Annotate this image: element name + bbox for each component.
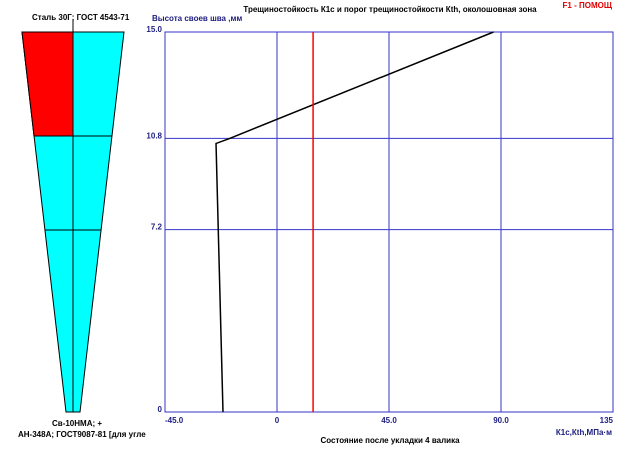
x-tick-label: -45.0 [165, 416, 184, 425]
flux-label: АН-348А; ГОСТ9087-81 [для угле [18, 430, 146, 439]
x-tick-label: 135 [600, 416, 614, 425]
x-tick-label: 90.0 [493, 416, 509, 425]
wire-label: Св-10НМА; + [52, 419, 102, 428]
y-tick-label: 0 [158, 405, 163, 414]
x-tick-label: 45.0 [381, 416, 397, 425]
help-hint[interactable]: F1 - ПОМОЩ [563, 1, 613, 10]
x-axis-label: К1с,Кth,МПа·м [556, 428, 612, 437]
chart: Трещиностойкость К1с и порог трещиностой… [152, 5, 612, 445]
weld-diagram: Сталь 30Г; ГОСТ 4543-71 Св-10НМА; + АН-3… [18, 13, 146, 439]
y-tick-label: 10.8 [146, 132, 162, 141]
x-tick-label: 0 [275, 416, 280, 425]
chart-title: Трещиностойкость К1с и порог трещиностой… [243, 5, 537, 14]
caption: Состояние после укладки 4 валика [320, 436, 460, 445]
y-axis-label: Высота своев шва ,мм [152, 14, 242, 23]
y-tick-label: 7.2 [151, 223, 163, 232]
steel-label: Сталь 30Г; ГОСТ 4543-71 [32, 13, 130, 22]
y-tick-label: 15.0 [146, 25, 162, 34]
series-line [215, 31, 494, 413]
